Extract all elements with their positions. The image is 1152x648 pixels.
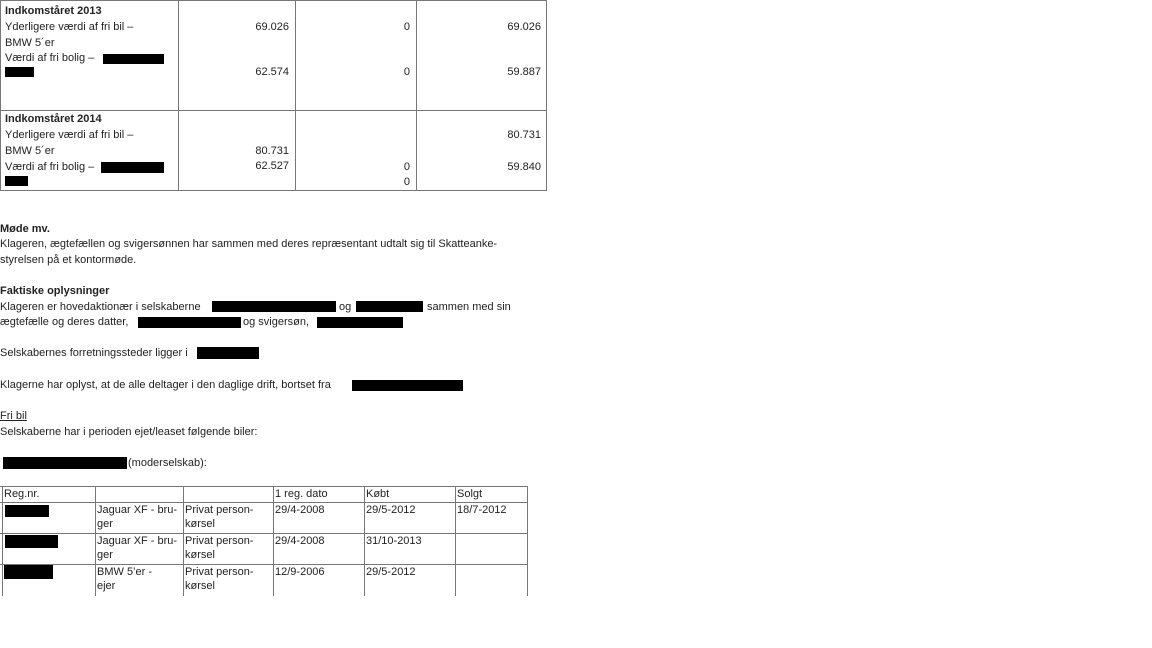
redaction — [352, 380, 463, 391]
redaction — [3, 457, 127, 469]
paragraph-text: og — [339, 301, 352, 313]
value: 80.731 — [255, 145, 289, 157]
paragraph-text: Selskaberne har i perioden ejet/leaset f… — [0, 426, 258, 438]
redaction — [5, 505, 49, 517]
redaction — [103, 54, 164, 64]
cell: Jaguar XF - bru- — [97, 504, 178, 516]
cell: Privat person- — [185, 566, 254, 578]
table-border — [0, 502, 528, 503]
table-border — [527, 486, 528, 596]
value: 59.840 — [507, 161, 541, 173]
paragraph-text: sammen med sin — [427, 301, 511, 313]
year-heading: Indkomståret 2013 — [5, 5, 102, 17]
table-border — [183, 486, 184, 596]
paragraph-text: og svigersøn, — [243, 316, 310, 328]
value: 80.731 — [507, 129, 541, 141]
redaction — [101, 162, 164, 173]
row-label: BMW 5´er — [5, 37, 55, 49]
value: 69.026 — [255, 21, 289, 33]
section-heading: Møde mv. — [0, 223, 50, 235]
table-border — [0, 190, 547, 191]
table-border — [0, 486, 528, 487]
paragraph-text: Selskabernes forretningssteder ligger i — [0, 347, 188, 359]
cell: ger — [97, 518, 113, 530]
paragraph-line: styrelsen på et kontormøde. — [0, 254, 137, 266]
paragraph-line: Klageren, ægtefællen og svigersønnen har… — [0, 238, 498, 250]
table-border — [2, 486, 3, 596]
row-label: Værdi af fri bolig – — [5, 52, 95, 64]
table-border — [295, 0, 296, 190]
paragraph-text: (moderselskab): — [128, 457, 207, 469]
column-header: Solgt — [457, 488, 483, 500]
value: 62.527 — [255, 160, 289, 172]
row-label: Yderligere værdi af fri bil – — [5, 21, 134, 33]
cell: Privat person- — [185, 504, 254, 516]
cell: 12/9-2006 — [275, 566, 325, 578]
row-label: BMW 5´er — [5, 145, 55, 157]
cell: 29/4-2008 — [275, 535, 325, 547]
table-border — [364, 486, 365, 596]
paragraph-text: ægtefælle og deres datter, — [0, 316, 129, 328]
value: 0 — [403, 161, 410, 173]
paragraph-text: Klageren er hovedaktionær i selskaberne — [0, 301, 201, 313]
column-header: Købt — [366, 488, 390, 500]
table-border — [416, 0, 417, 190]
cell: 31/10-2013 — [366, 535, 422, 547]
table-border — [455, 486, 456, 596]
cell: kørsel — [185, 549, 215, 561]
table-border — [95, 486, 96, 596]
cell: BMW 5’er - — [97, 566, 152, 578]
value: 62.574 — [255, 66, 289, 78]
value: 59.887 — [507, 66, 541, 78]
table-border — [546, 0, 547, 190]
row-label: Værdi af fri bolig – — [5, 161, 95, 173]
table-border — [0, 0, 547, 1]
cell: ger — [97, 549, 113, 561]
section-heading: Faktiske oplysninger — [0, 285, 110, 297]
row-label: Yderligere værdi af fri bil – — [5, 129, 134, 141]
cell: 29/5-2012 — [366, 566, 416, 578]
redaction — [212, 301, 336, 312]
cell: Jaguar XF - bru- — [97, 535, 178, 547]
value: 0 — [403, 21, 410, 33]
table-border — [178, 0, 179, 190]
redaction — [5, 176, 28, 186]
table-border — [273, 486, 274, 596]
redaction — [197, 347, 259, 359]
value: 0 — [403, 66, 410, 78]
table-border — [0, 533, 528, 534]
cell: 29/4-2008 — [275, 504, 325, 516]
cell: Privat person- — [185, 535, 254, 547]
cell: 18/7-2012 — [457, 504, 507, 516]
cell: kørsel — [185, 580, 215, 592]
table-border — [0, 110, 547, 111]
table-border — [0, 0, 1, 190]
redaction — [4, 565, 53, 579]
redaction — [5, 535, 58, 548]
cell: 29/5-2012 — [366, 504, 416, 516]
cell: ejer — [97, 580, 116, 592]
year-heading: Indkomståret 2014 — [5, 113, 102, 125]
redaction — [317, 317, 403, 328]
document-page: Indkomståret 2013 Yderligere værdi af fr… — [0, 0, 548, 596]
column-header: Reg.nr. — [4, 488, 40, 500]
cell: kørsel — [185, 518, 215, 530]
redaction — [138, 317, 241, 328]
column-header: 1 reg. dato — [275, 488, 328, 500]
redaction — [356, 301, 423, 312]
redaction — [5, 67, 34, 77]
subsection-heading: Fri bil — [0, 410, 27, 422]
table-border — [0, 564, 528, 565]
value: 69.026 — [507, 21, 541, 33]
value: 0 — [403, 176, 410, 188]
paragraph-text: Klagerne har oplyst, at de alle deltager… — [0, 379, 331, 391]
